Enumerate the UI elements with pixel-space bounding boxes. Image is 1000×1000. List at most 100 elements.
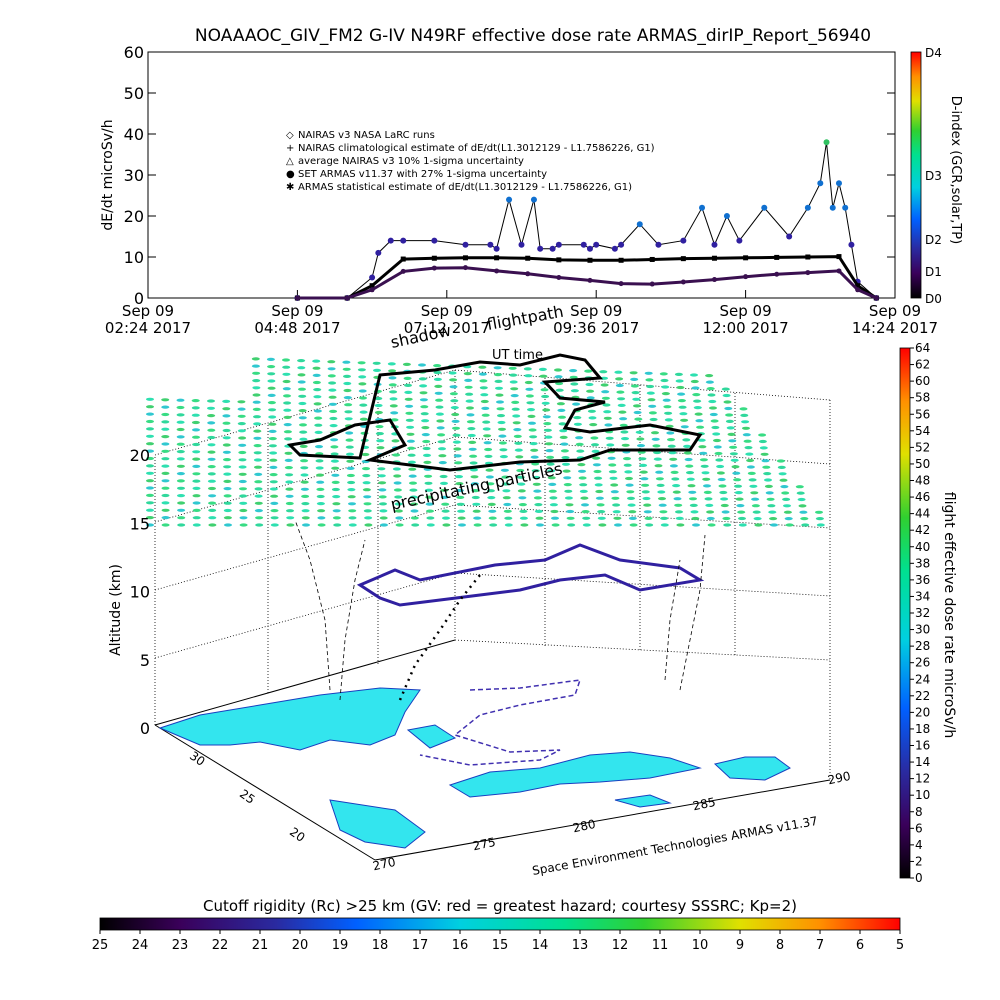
- cutoff-tick-label: 6: [856, 938, 864, 953]
- particle-dash: [619, 417, 628, 421]
- particle-dash: [312, 359, 321, 363]
- particle-dash: [527, 414, 536, 418]
- particle-dash: [496, 400, 504, 404]
- particle-dash: [699, 458, 708, 462]
- series-point-armas: [804, 204, 811, 211]
- 3d-grid: [154, 369, 831, 780]
- particle-dash: [767, 504, 776, 508]
- particle-dash: [554, 368, 562, 372]
- particle-dash: [718, 484, 727, 488]
- particle-dash: [344, 410, 353, 414]
- top-y-tick-label: 40: [124, 125, 144, 144]
- dose-rate-tick-label: 64: [915, 341, 930, 355]
- particle-dash: [498, 434, 507, 438]
- particle-dash: [657, 490, 666, 494]
- particle-dash: [555, 381, 564, 386]
- particle-dash: [615, 383, 624, 388]
- series-point-armas-statistical: [369, 287, 375, 293]
- particle-dash: [674, 372, 683, 376]
- particle-dash: [550, 509, 559, 514]
- particle-dash: [421, 426, 430, 430]
- particle-dash: [161, 479, 170, 483]
- particle-dash: [297, 366, 306, 370]
- altitude-axis-label: Altitude (km): [108, 564, 124, 656]
- particle-dash: [615, 377, 624, 381]
- particle-dash: [208, 486, 216, 491]
- particle-dash: [642, 496, 651, 501]
- top-x-tick-day: Sep 09: [720, 302, 772, 320]
- particle-dash: [723, 400, 732, 404]
- particle-dash: [268, 429, 277, 433]
- longitude-ticks: 270 275 280 285 290: [372, 769, 852, 873]
- particle-dash: [573, 416, 582, 420]
- dindex-ticks: D0 D1 D2 D3 D4: [925, 46, 942, 306]
- particle-dash: [674, 503, 683, 507]
- particle-dash: [466, 406, 474, 410]
- series-point-nairas: [587, 257, 593, 263]
- dose-rate-tick-label: 42: [915, 523, 930, 537]
- series-point-armas-statistical: [680, 279, 686, 285]
- particle-dash: [710, 419, 719, 423]
- particle-dash: [374, 410, 383, 415]
- particle-dash: [489, 523, 498, 527]
- series-point-armas-statistical: [774, 271, 780, 277]
- particle-dash: [661, 385, 670, 389]
- particle-dash: [423, 460, 432, 464]
- altitude-tick-label: 0: [140, 719, 150, 738]
- particle-dash: [531, 462, 540, 466]
- dindex-tick-label: D4: [925, 46, 942, 60]
- particle-dash: [526, 401, 535, 405]
- particle-dash: [683, 451, 692, 455]
- dose-rate-tick-label: 20: [915, 705, 930, 719]
- particle-dash: [374, 396, 383, 401]
- particle-dash: [646, 391, 655, 395]
- particle-dash: [390, 411, 399, 415]
- particle-dash: [223, 465, 232, 469]
- particle-dash: [331, 487, 340, 492]
- series-point-armas: [369, 274, 376, 281]
- particle-dash: [364, 516, 373, 520]
- particle-dash: [161, 412, 170, 417]
- particle-dash: [440, 481, 448, 485]
- particle-dash: [471, 495, 480, 500]
- particle-dash: [487, 496, 496, 500]
- cutoff-tick-label: 16: [452, 938, 469, 953]
- particle-dash: [207, 414, 216, 418]
- particle-dash: [624, 470, 633, 474]
- particle-dash: [146, 405, 154, 409]
- particle-dash: [328, 402, 337, 406]
- particle-dash: [648, 404, 657, 408]
- particle-dash: [223, 458, 231, 462]
- particle-dash: [562, 469, 571, 473]
- particle-dash: [721, 510, 730, 514]
- particle-dash: [161, 501, 170, 505]
- particle-dash: [689, 497, 697, 501]
- particle-dash: [485, 475, 494, 479]
- particle-dash: [686, 477, 695, 481]
- particle-dash: [646, 384, 655, 389]
- particle-dash: [555, 388, 564, 392]
- particle-dash: [433, 364, 442, 368]
- particle-dash: [438, 461, 447, 465]
- particle-dash: [300, 473, 309, 477]
- particle-dash: [313, 402, 322, 406]
- series-point-armas-statistical: [344, 295, 350, 301]
- particle-dash: [493, 366, 502, 370]
- particle-dash: [342, 360, 351, 364]
- particle-dash: [599, 370, 608, 374]
- particle-dash: [548, 489, 557, 493]
- particle-dash: [207, 399, 215, 403]
- particle-dash: [472, 509, 481, 513]
- particle-dash: [358, 375, 367, 379]
- ascent-dots: [398, 574, 481, 701]
- particle-dash: [541, 394, 550, 399]
- particle-dash: [645, 523, 654, 527]
- particle-dash: [524, 374, 533, 378]
- series-point-nairas: [680, 256, 686, 262]
- particle-dash: [560, 442, 569, 446]
- particle-dash: [404, 383, 412, 387]
- particle-dash: [146, 449, 154, 453]
- particle-dash: [513, 434, 522, 438]
- particle-dash: [192, 523, 201, 527]
- particle-dash: [375, 432, 384, 436]
